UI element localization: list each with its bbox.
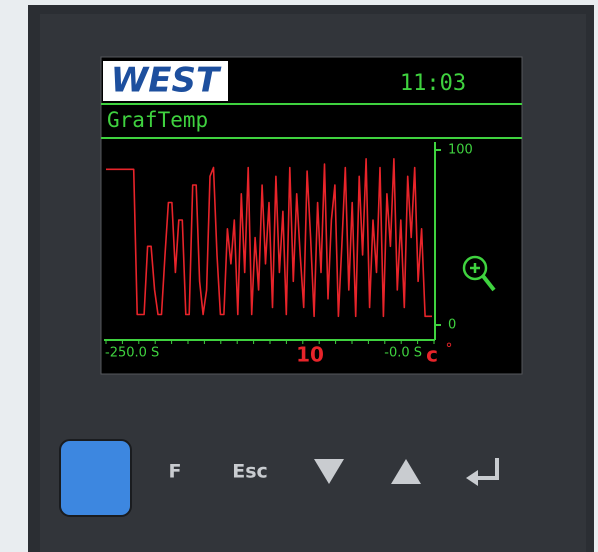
x-start-label: -250.0 S [105, 346, 159, 361]
device: WEST 11:03 GrafTemp -250.0 S -0.0 S 10 c… [0, 0, 598, 552]
clock: 11:03 [400, 71, 466, 96]
unit: c [426, 343, 438, 367]
f-key[interactable]: F [169, 461, 182, 483]
x-minor-ticks [106, 340, 434, 344]
esc-key[interactable]: Esc [232, 461, 268, 483]
logo: WEST [111, 61, 222, 101]
y-tick-label: 0 [448, 318, 456, 333]
screen-title: GrafTemp [107, 108, 208, 132]
x-end-label: -0.0 S [384, 346, 422, 361]
y-tick-label: 100 [448, 143, 473, 158]
reading: 10 [296, 343, 324, 367]
blue-key[interactable] [60, 440, 131, 516]
page: { "header": {"logo": "WEST", "time": "11… [0, 0, 598, 552]
degree: ° [446, 341, 453, 357]
